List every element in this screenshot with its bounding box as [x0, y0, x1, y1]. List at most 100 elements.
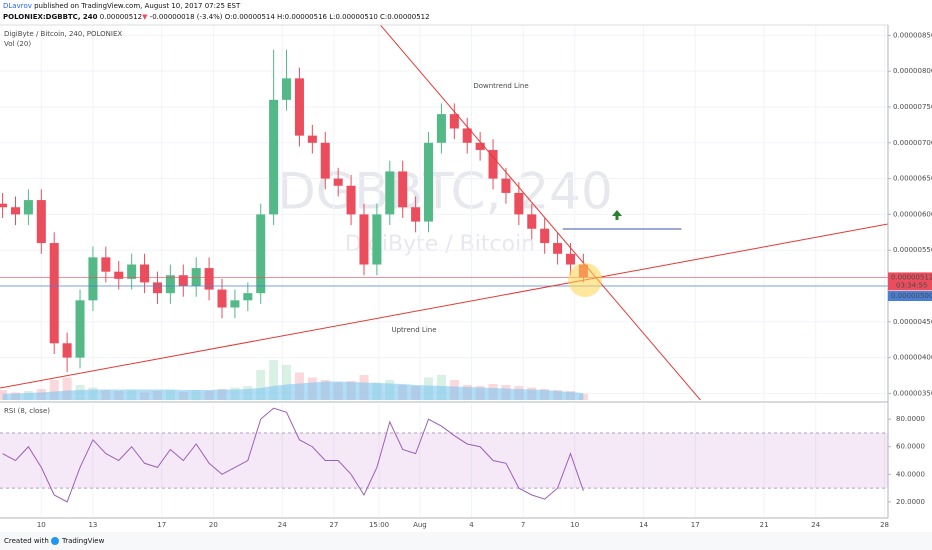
x-tick-label: 14 [639, 521, 648, 529]
candle-body [178, 275, 188, 287]
candle-body [204, 268, 214, 290]
candle-body [411, 207, 421, 222]
x-tick-label: 24 [278, 521, 287, 529]
change: -0.00000018 (-3.4%) [150, 13, 223, 21]
trend-label: Downtrend Line [473, 82, 528, 90]
volume-bar [256, 370, 266, 400]
candle-body [127, 264, 137, 279]
candle-body [191, 268, 201, 287]
volume-bar [578, 394, 588, 400]
x-tick-label: 17 [157, 521, 166, 529]
footer-bar [0, 532, 932, 550]
candle-body [488, 149, 498, 179]
rsi-tick-label: 60.0000 [896, 443, 925, 451]
ohlc: O:0.00000514 H:0.00000516 L:0.00000510 C… [225, 13, 430, 21]
x-tick-label: 21 [760, 521, 769, 529]
candle-body [243, 293, 253, 301]
candle-body [0, 203, 8, 208]
rsi-tick-label: 80.0000 [896, 415, 925, 423]
x-tick-label: Aug [413, 521, 427, 529]
x-tick-label: 7 [521, 521, 525, 529]
header-line: DLavrov published on TradingView.com, Au… [3, 2, 241, 10]
y-tick-label: 0.00000750 [893, 103, 932, 111]
candle-body [230, 300, 240, 308]
x-tick-label: 10 [570, 521, 579, 529]
footer-brand: TradingView [61, 537, 105, 545]
y-tick-label: 0.00000850 [893, 31, 932, 39]
candle-body [553, 243, 563, 254]
x-tick-label: 4 [469, 521, 474, 529]
candle-body [217, 289, 227, 308]
x-tick-label: 15:00 [369, 521, 389, 529]
rsi-pane [0, 404, 888, 518]
candle-body [333, 178, 343, 186]
volume-bar [282, 365, 292, 400]
volume-bar [49, 380, 59, 400]
volume-label: Vol (20) [4, 40, 31, 48]
candle-body [152, 282, 162, 294]
y-tick-label: 0.00000550 [893, 246, 932, 254]
candle-body [294, 78, 304, 136]
candle-body [62, 343, 72, 358]
trend-line [0, 223, 888, 389]
level-box [888, 291, 932, 302]
candle-body [282, 78, 292, 100]
candle-body [114, 271, 124, 279]
candle-body [165, 275, 175, 294]
candle-body [256, 214, 266, 294]
candle-body [307, 135, 317, 143]
y-tick-label: 0.00000400 [893, 354, 932, 362]
candle-body [449, 114, 459, 129]
highlight-circle [568, 263, 602, 297]
volume-ma-area [2, 381, 584, 400]
y-tick-label: 0.00000350 [893, 389, 932, 397]
candle-body [540, 228, 550, 244]
level-label: 0.00000500 [891, 292, 932, 300]
x-tick-label: 27 [329, 521, 338, 529]
candle-body [501, 178, 511, 193]
candle-body [462, 128, 472, 143]
main-pane: DGBBTC, 240 DigiByte / Bitcoin [0, 25, 888, 400]
x-tick-label: 13 [88, 521, 97, 529]
candle-body [36, 200, 46, 244]
candle-body [436, 114, 446, 143]
candle-body [423, 142, 434, 222]
candle-body [346, 185, 356, 215]
candle-body [10, 207, 21, 215]
rsi-line [2, 407, 584, 503]
trend-line [379, 25, 701, 400]
candle-body [140, 264, 150, 283]
candle-body [514, 192, 524, 215]
x-tick-label: 24 [811, 521, 820, 529]
candle-body [23, 200, 33, 215]
x-tick-label: 20 [209, 521, 218, 529]
footer-created: Created with [4, 537, 49, 545]
candle-body [385, 171, 395, 215]
last: 0.00000512 [100, 13, 142, 21]
candle-body [372, 214, 382, 265]
last-price-label: 0.00000512 [891, 273, 932, 281]
x-tick-label: 10 [37, 521, 46, 529]
y-tick-label: 0.00000600 [893, 210, 932, 218]
candle-body [49, 243, 59, 344]
x-tick-label: 17 [691, 521, 700, 529]
volume-bar [62, 377, 72, 400]
candle-body [565, 253, 576, 265]
candle-body [101, 257, 111, 272]
rsi-tick-label: 40.0000 [896, 470, 925, 478]
last-price-box [888, 272, 932, 291]
rsi-band [0, 432, 888, 489]
trend-label: Uptrend Line [391, 326, 436, 334]
candle-body [359, 214, 369, 265]
up-arrow [612, 210, 622, 220]
y-tick-label: 0.00000450 [893, 318, 932, 326]
x-tick-label: 28 [880, 521, 889, 529]
candle-body [527, 214, 537, 229]
candle-body [475, 142, 485, 150]
y-tick-label: 0.00000700 [893, 139, 932, 147]
y-tick-label: 0.00000650 [893, 175, 932, 183]
symbol-line: POLONIEX:DGBBTC, 240 0.00000512▼ -0.0000… [3, 13, 430, 21]
candle-body [269, 99, 279, 215]
